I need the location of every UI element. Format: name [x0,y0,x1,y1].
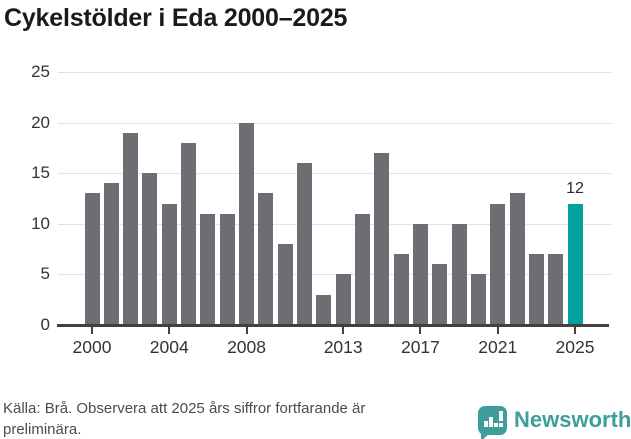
bar-2023 [528,254,544,325]
bar-2020 [470,274,486,325]
chart-title: Cykelstölder i Eda 2000–2025 [4,4,348,32]
x-axis-tick-label: 2025 [555,337,595,357]
x-axis-tick [168,327,171,334]
x-axis-tick [342,327,345,334]
bar-2001 [103,183,119,325]
y-axis-tick-label: 0 [40,315,50,334]
bar-2011 [297,163,313,325]
bar-2017 [412,223,428,325]
source-note: Källa: Brå. Observera att 2025 års siffr… [3,400,366,438]
x-axis-tick-label: 2000 [72,337,112,357]
bar-2014 [354,213,370,325]
bar-2002 [123,132,139,325]
x-axis-tick-label: 2004 [149,337,189,357]
bar-2015 [374,152,390,325]
y-axis-tick-label: 25 [31,62,50,81]
bar-2003 [142,173,158,325]
x-axis-tick-label: 2017 [400,337,440,357]
newsworthy-logo: Newsworthy [478,403,631,439]
logo-exclamation-dot-icon [499,423,503,427]
gridline [58,274,612,276]
bar-2025 [567,203,583,325]
bar-2022 [509,193,525,325]
bar-2021 [490,203,506,325]
x-axis-tick [419,327,422,334]
bar-2006 [200,213,216,325]
bar-2018 [432,264,448,325]
x-axis-tick-label: 2013 [323,337,363,357]
gridline [58,72,612,73]
gridline [58,173,612,175]
gridline [58,223,612,225]
bar-2012 [316,294,332,325]
y-axis-tick-label: 10 [31,213,50,233]
logo-exclamation-icon [499,411,503,421]
bar-2016 [393,254,409,325]
bar-2008 [239,122,255,325]
x-axis-tick [245,327,248,334]
bar-2000 [84,193,100,325]
bar-2004 [161,203,177,325]
x-axis-tick-label: 2021 [478,337,518,357]
newsworthy-logo-icon [478,405,507,439]
x-axis-line [57,324,609,327]
y-axis-tick-label: 5 [40,264,50,284]
x-axis-tick [574,327,576,334]
logo-speech-tail [481,432,490,439]
y-axis-tick-label: 15 [31,163,50,183]
newsworthy-wordmark: Newsworthy [514,407,631,432]
logo-dot-icon [494,423,498,427]
highlight-value-label: 12 [566,179,584,197]
y-axis-tick-label: 20 [31,112,50,132]
bar-2007 [219,213,235,325]
bar-2009 [258,193,274,325]
gridline [58,122,612,124]
x-axis-tick [91,327,93,334]
x-axis-tick-label: 2008 [227,337,267,357]
bar-2019 [451,223,467,325]
logo-bar-icon [489,417,493,427]
logo-bar-icon [484,420,488,427]
bar-2010 [277,244,293,325]
x-axis-tick [496,327,499,334]
bar-2005 [181,142,197,325]
bar-2024 [548,254,564,325]
bar-2013 [335,274,351,325]
